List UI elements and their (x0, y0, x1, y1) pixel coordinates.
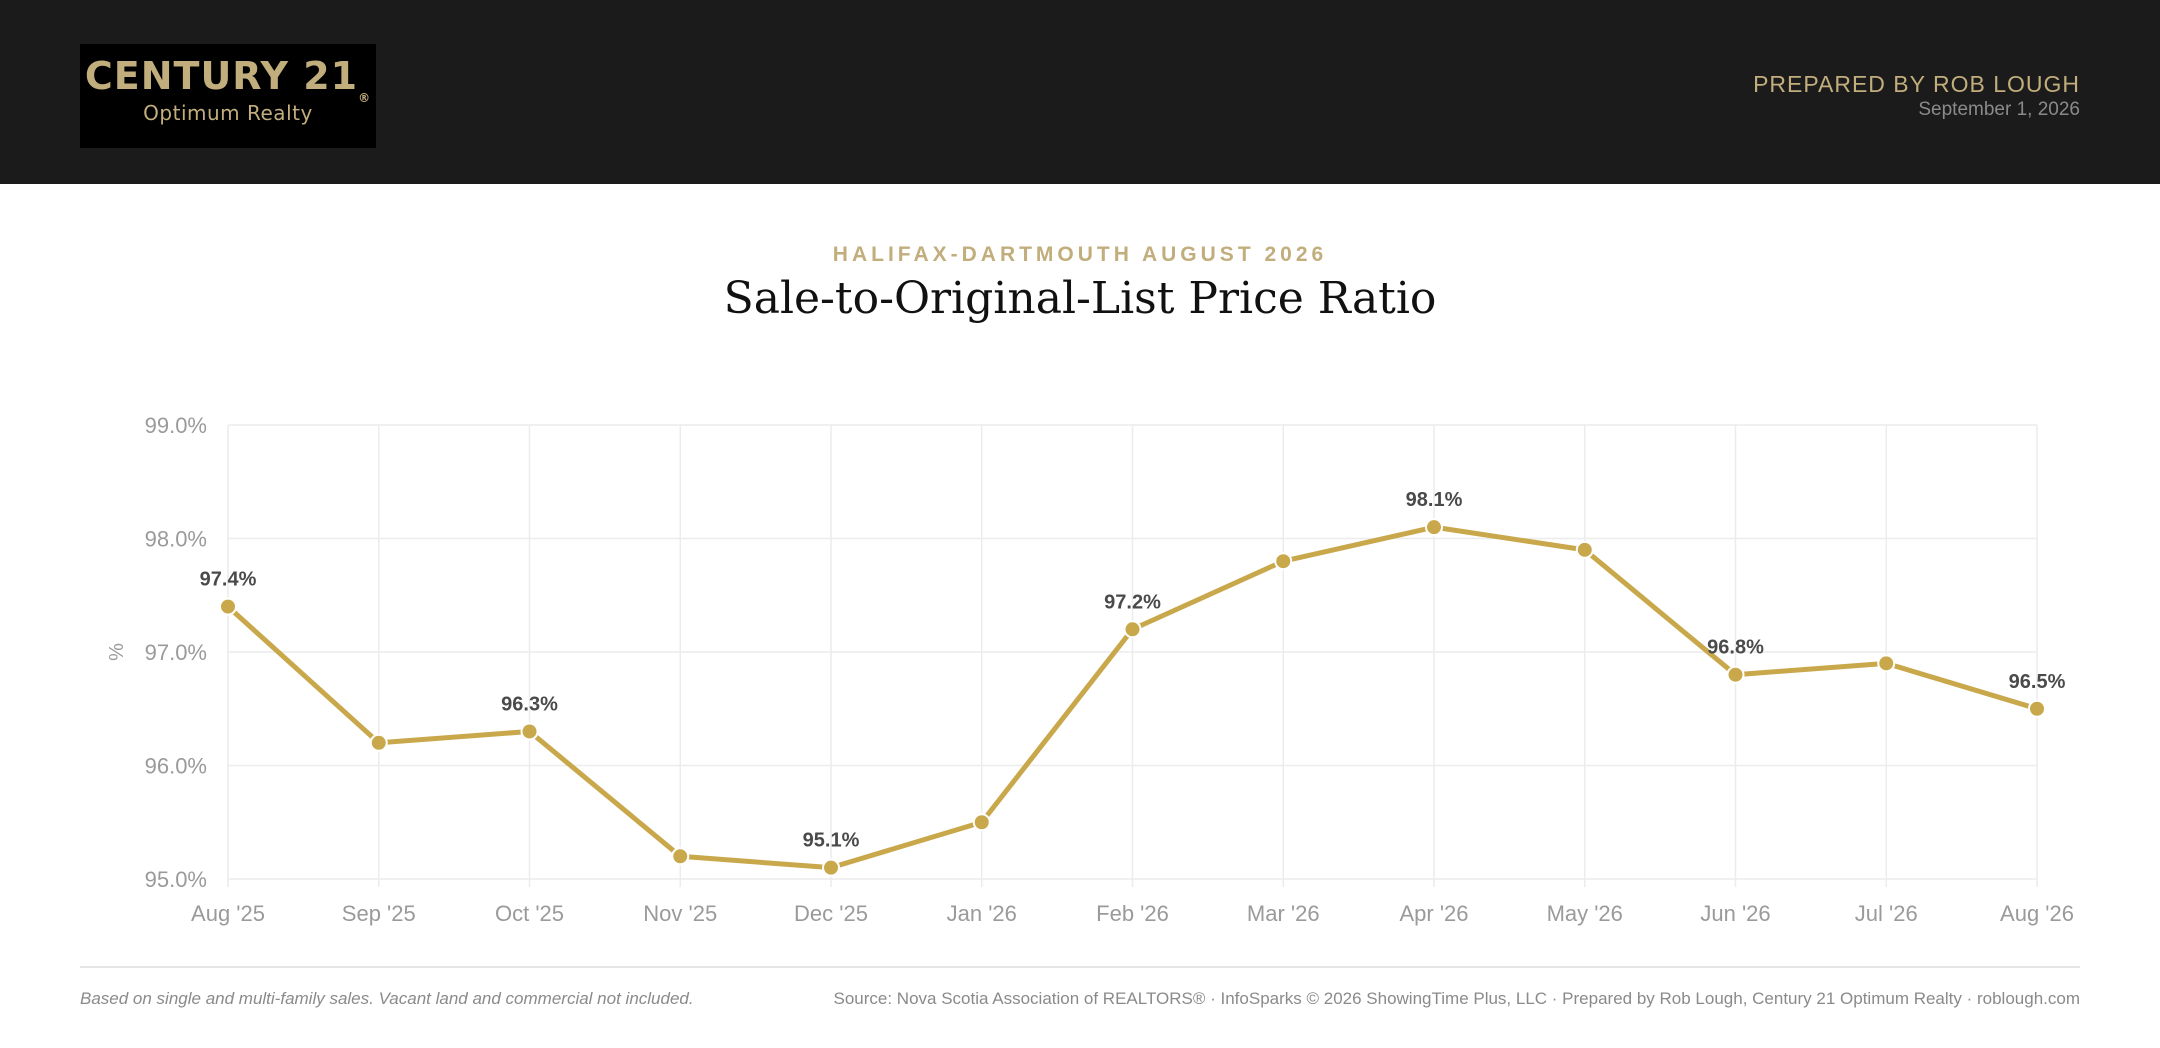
chart-axes: 95.0% 96.0% 97.0% 98.0% 99.0% Aug '25 Sep '25 O… (106, 413, 2074, 926)
data-point (1123, 620, 1142, 639)
data-point (520, 722, 539, 741)
x-tick-label: Mar '26 (1247, 901, 1320, 926)
data-label: 96.3% (501, 693, 558, 715)
x-tick-label: Feb '26 (1096, 901, 1169, 926)
data-point (369, 733, 388, 752)
data-point (1575, 540, 1594, 559)
chart-series (219, 518, 2046, 877)
century21-logo: CENTURY 21® Optimum Realty (80, 44, 376, 148)
data-label: 95.1% (803, 830, 860, 852)
data-label: 96.5% (2009, 671, 2066, 693)
data-point (1726, 665, 1745, 684)
footer-source: Source: Nova Scotia Association of REALT… (833, 989, 2081, 1008)
data-point (2028, 699, 2046, 718)
chart-kicker: HALIFAX-DARTMOUTH AUGUST 2026 (832, 243, 1328, 266)
y-tick-label: 95.0% (145, 867, 207, 892)
data-point (1877, 654, 1896, 673)
y-tick-label: 99.0% (145, 413, 207, 438)
data-label: 96.8% (1707, 637, 1764, 659)
x-tick-label: Oct '25 (495, 901, 564, 926)
logo-subtitle: Optimum Realty (143, 101, 313, 125)
chart-svg: 95.0% 96.0% 97.0% 98.0% 99.0% Aug '25 Sep '25 O… (106, 413, 2074, 926)
y-axis-label: % (106, 643, 128, 661)
prepared-by-block: PREPARED BY ROB LOUGH September 1, 2026 (1753, 70, 2080, 122)
prepared-by-label: PREPARED BY ROB LOUGH (1753, 71, 2080, 97)
chart-grid (227, 424, 2038, 887)
y-tick-label: 98.0% (145, 527, 207, 552)
chart-title: Sale-to-Original-List Price Ratio (723, 273, 1437, 324)
footer-note: Based on single and multi-family sales. … (80, 989, 694, 1008)
x-tick-label: Sep '25 (342, 901, 416, 926)
data-label: 97.2% (1104, 591, 1161, 613)
x-tick-label: Aug '26 (2000, 901, 2074, 926)
x-tick-label: Nov '25 (643, 901, 717, 926)
data-point (671, 847, 690, 866)
x-tick-label: May '26 (1547, 901, 1623, 926)
x-tick-label: Apr '26 (1399, 901, 1468, 926)
report-date: September 1, 2026 (1918, 99, 2080, 120)
chart-data-labels: 97.4% 96.3% 95.1% 97.2% 98.1% 96.8% 96.5% (200, 489, 2066, 852)
data-point (1425, 518, 1443, 537)
x-tick-label: Jun '26 (1700, 901, 1770, 926)
x-tick-label: Jan '26 (947, 901, 1017, 926)
data-point (1274, 552, 1293, 571)
registered-mark: ® (358, 91, 372, 105)
y-tick-label: 96.0% (145, 754, 207, 779)
line-chart: 95.0% 96.0% 97.0% 98.0% 99.0% Aug '25 Sep '25 O… (0, 380, 2160, 940)
logo-wordmark: CENTURY 21® (84, 54, 372, 105)
data-point (972, 813, 991, 832)
data-point (822, 858, 840, 877)
data-label: 98.1% (1406, 489, 1463, 511)
header-bar: CENTURY 21® Optimum Realty PREPARED BY R… (0, 0, 2160, 184)
x-tick-label: Dec '25 (794, 901, 868, 926)
y-tick-label: 97.0% (145, 640, 207, 665)
x-tick-label: Jul '26 (1855, 901, 1918, 926)
data-label: 97.4% (200, 569, 257, 591)
data-point (219, 597, 237, 616)
x-tick-label: Aug '25 (191, 901, 265, 926)
footer-divider (80, 966, 2080, 968)
